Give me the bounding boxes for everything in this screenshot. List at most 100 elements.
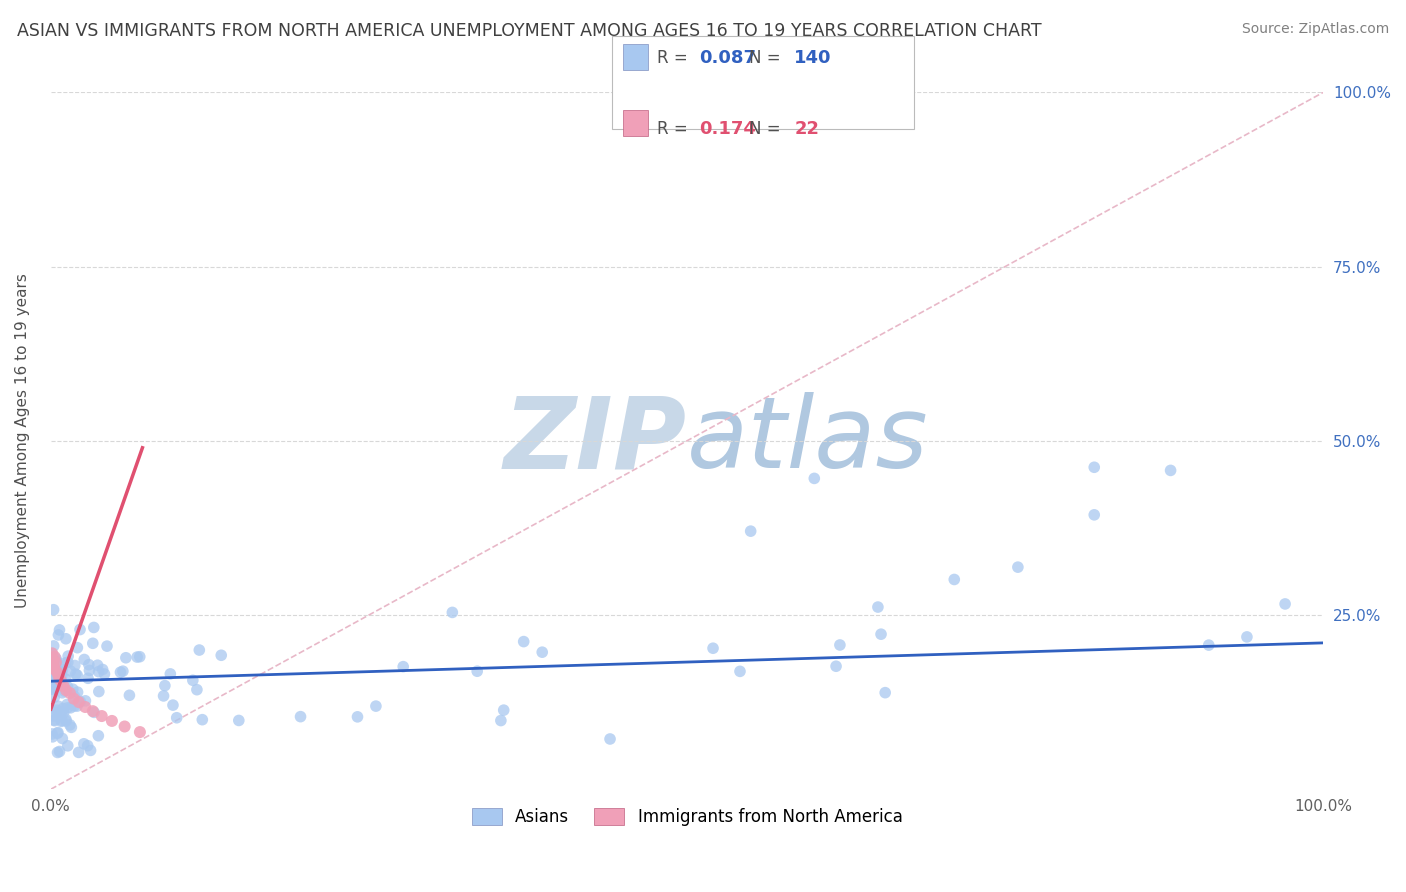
Point [41,646,63,660]
Point [59,664,82,678]
Point [49,665,72,679]
Point [63,690,86,704]
Point [42,713,65,727]
Point [42,658,65,673]
Point [66,699,89,714]
Point [46,726,69,740]
Point [41,682,63,697]
Point [41,651,63,665]
Point [76,739,98,753]
Point [825,659,848,673]
Point [48,673,70,687]
Point [128,649,150,664]
Point [290,709,312,723]
Point [79,743,101,757]
Point [90,709,112,723]
Point [82,636,104,650]
Point [803,471,825,485]
Point [728,665,751,679]
Point [42,603,65,617]
Point [114,719,136,733]
Point [41,727,63,741]
Point [188,643,211,657]
Point [1160,463,1182,477]
Point [73,737,96,751]
Point [209,648,232,663]
Legend: Asians, Immigrants from North America: Asians, Immigrants from North America [465,802,910,833]
Point [41,653,63,667]
Text: R =: R = [657,49,688,67]
Point [63,698,86,713]
Point [87,665,110,679]
Point [166,711,188,725]
Point [52,679,75,693]
Point [101,714,124,728]
Point [42,709,65,723]
Point [55,683,77,698]
Point [181,673,204,688]
Point [67,745,90,759]
Point [45,655,67,669]
Point [82,704,104,718]
Point [51,731,73,746]
Point [42,653,65,667]
Point [42,681,65,696]
Point [51,714,73,729]
Point [46,668,69,682]
Point [77,671,100,685]
Text: 0.087: 0.087 [699,49,756,67]
Point [599,731,621,746]
Point [53,656,76,670]
Point [41,656,63,670]
Point [41,660,63,674]
Point [56,739,79,753]
Point [75,694,97,708]
Text: 22: 22 [794,120,820,138]
Point [1198,638,1220,652]
Point [364,699,387,714]
Point [67,695,90,709]
Point [866,600,889,615]
Point [62,691,84,706]
Point [45,656,67,670]
Point [111,664,134,678]
Point [83,706,105,720]
Point [66,668,89,682]
Point [41,656,63,670]
Point [86,658,108,673]
Point [118,688,141,702]
Point [228,714,250,728]
Point [52,701,75,715]
Point [56,680,79,694]
Point [41,664,63,678]
Point [56,698,79,712]
Point [42,680,65,694]
Point [186,682,208,697]
Point [59,718,82,732]
Point [62,682,84,697]
Point [46,665,69,680]
Point [346,710,368,724]
Point [702,641,724,656]
Text: 0.174: 0.174 [699,120,755,138]
Point [41,647,63,661]
Point [46,665,69,680]
Point [1083,508,1105,522]
Text: 140: 140 [794,49,832,67]
Point [69,623,91,637]
Point [93,667,115,681]
Point [41,730,63,744]
Text: N =: N = [749,49,780,67]
Point [115,650,138,665]
Text: ZIP: ZIP [505,392,688,490]
Point [49,673,72,687]
Point [91,663,114,677]
Point [943,573,966,587]
Point [45,652,67,666]
Point [45,670,67,684]
Point [87,729,110,743]
Point [828,638,851,652]
Text: ASIAN VS IMMIGRANTS FROM NORTH AMERICA UNEMPLOYMENT AMONG AGES 16 TO 19 YEARS CO: ASIAN VS IMMIGRANTS FROM NORTH AMERICA U… [17,22,1042,40]
Point [45,706,67,720]
Point [159,667,181,681]
